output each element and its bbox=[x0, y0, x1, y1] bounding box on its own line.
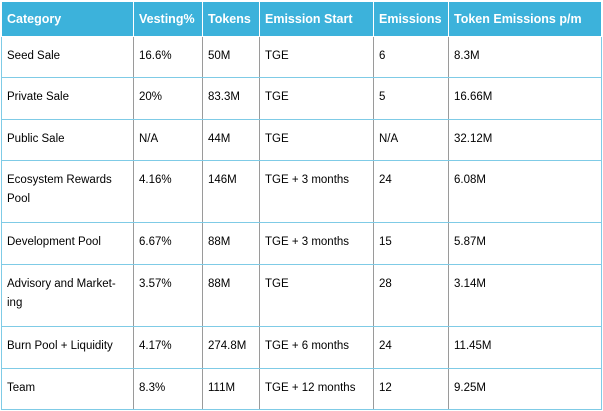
cell-emissions: 15 bbox=[373, 222, 449, 265]
cell-vesting: N/A bbox=[133, 118, 203, 162]
cell-emissions: 28 bbox=[373, 263, 449, 328]
cell-vesting: 4.16% bbox=[133, 160, 203, 224]
cell-tokens: 111M bbox=[202, 367, 260, 410]
header-token-emissions-pm: Token Emissions p/m bbox=[448, 1, 602, 37]
cell-emissions: 5 bbox=[373, 77, 449, 120]
cell-token-emissions-pm: 8.3M bbox=[448, 35, 602, 79]
cell-category: Burn Pool + Liquidity bbox=[1, 326, 134, 369]
header-row: Category Vesting% Tokens Emission Start … bbox=[1, 1, 602, 37]
cell-tokens: 88M bbox=[202, 263, 260, 328]
cell-emissions: N/A bbox=[373, 118, 449, 162]
table-row: Burn Pool + Liquidity 4.17% 274.8M TGE +… bbox=[1, 326, 602, 369]
header-vesting: Vesting% bbox=[133, 1, 203, 37]
cell-token-emissions-pm: 16.66M bbox=[448, 77, 602, 120]
cell-emission-start: TGE bbox=[259, 35, 374, 79]
cell-emission-start: TGE + 3 months bbox=[259, 222, 374, 265]
cell-tokens: 83.3M bbox=[202, 77, 260, 120]
cell-tokens: 146M bbox=[202, 160, 260, 224]
cell-vesting: 20% bbox=[133, 77, 203, 120]
cell-tokens: 274.8M bbox=[202, 326, 260, 369]
cell-token-emissions-pm: 6.08M bbox=[448, 160, 602, 224]
cell-category: Advisory and Market-ing bbox=[1, 263, 134, 328]
cell-token-emissions-pm: 3.14M bbox=[448, 263, 602, 328]
cell-category: Private Sale bbox=[1, 77, 134, 120]
cell-tokens: 50M bbox=[202, 35, 260, 79]
table-row: Advisory and Market-ing 3.57% 88M TGE 28… bbox=[1, 263, 602, 328]
cell-emissions: 24 bbox=[373, 326, 449, 369]
cell-emission-start: TGE + 12 months bbox=[259, 367, 374, 410]
cell-tokens: 44M bbox=[202, 118, 260, 162]
header-emissions: Emissions bbox=[373, 1, 449, 37]
cell-emissions: 6 bbox=[373, 35, 449, 79]
table-row: Seed Sale 16.6% 50M TGE 6 8.3M bbox=[1, 35, 602, 79]
header-tokens: Tokens bbox=[202, 1, 260, 37]
table-row: Public Sale N/A 44M TGE N/A 32.12M bbox=[1, 118, 602, 162]
cell-category: Seed Sale bbox=[1, 35, 134, 79]
cell-vesting: 4.17% bbox=[133, 326, 203, 369]
cell-token-emissions-pm: 9.25M bbox=[448, 367, 602, 410]
cell-emission-start: TGE + 3 months bbox=[259, 160, 374, 224]
table-header: Category Vesting% Tokens Emission Start … bbox=[1, 1, 602, 37]
header-category: Category bbox=[1, 1, 134, 37]
cell-token-emissions-pm: 11.45M bbox=[448, 326, 602, 369]
cell-emissions: 24 bbox=[373, 160, 449, 224]
table-row: Ecosystem Rewards Pool 4.16% 146M TGE + … bbox=[1, 160, 602, 224]
cell-emission-start: TGE bbox=[259, 77, 374, 120]
cell-token-emissions-pm: 5.87M bbox=[448, 222, 602, 265]
cell-vesting: 16.6% bbox=[133, 35, 203, 79]
table-row: Development Pool 6.67% 88M TGE + 3 month… bbox=[1, 222, 602, 265]
cell-category: Team bbox=[1, 367, 134, 410]
cell-vesting: 6.67% bbox=[133, 222, 203, 265]
cell-emission-start: TGE + 6 months bbox=[259, 326, 374, 369]
cell-category: Public Sale bbox=[1, 118, 134, 162]
cell-vesting: 3.57% bbox=[133, 263, 203, 328]
cell-vesting: 8.3% bbox=[133, 367, 203, 410]
table-body: Seed Sale 16.6% 50M TGE 6 8.3M Private S… bbox=[1, 35, 602, 410]
cell-token-emissions-pm: 32.12M bbox=[448, 118, 602, 162]
table-row: Private Sale 20% 83.3M TGE 5 16.66M bbox=[1, 77, 602, 120]
header-emission-start: Emission Start bbox=[259, 1, 374, 37]
cell-emissions: 12 bbox=[373, 367, 449, 410]
cell-category: Ecosystem Rewards Pool bbox=[1, 160, 134, 224]
cell-category: Development Pool bbox=[1, 222, 134, 265]
table-row: Team 8.3% 111M TGE + 12 months 12 9.25M bbox=[1, 367, 602, 410]
cell-tokens: 88M bbox=[202, 222, 260, 265]
cell-emission-start: TGE bbox=[259, 263, 374, 328]
cell-emission-start: TGE bbox=[259, 118, 374, 162]
